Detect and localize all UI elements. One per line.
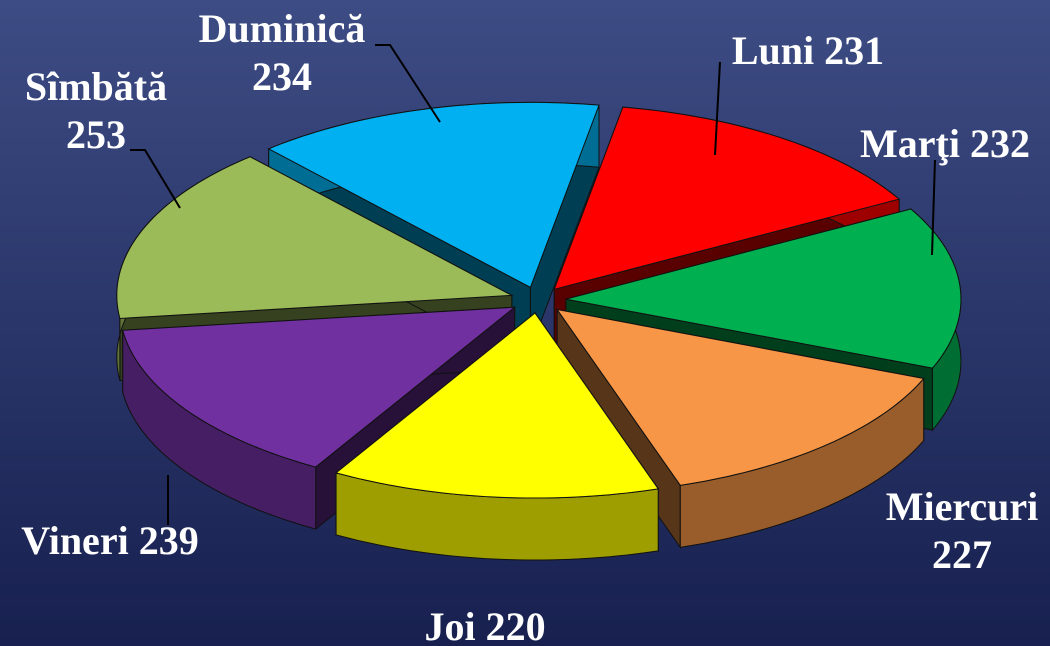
slice-label: Joi 220 [424,604,545,646]
value: 220 [486,604,546,646]
leader-line [130,149,181,209]
category: Vineri [21,518,128,563]
slice-value: 234 [252,54,312,99]
value: 231 [824,28,884,73]
slice-label: Luni 231 [732,28,884,73]
slice-label: Sîmbătă [25,64,167,109]
slice [335,312,660,499]
slice-value: 227 [932,532,992,577]
leader-line [375,44,441,123]
leader-line [714,61,721,156]
slice [116,156,514,319]
slice-label: Vineri 239 [21,518,198,563]
slice [556,308,925,486]
slice [553,106,901,291]
category: Joi [424,604,475,646]
pie [116,101,962,561]
slice [267,101,600,289]
category: Marţi [860,121,960,166]
value: 232 [970,121,1030,166]
leader-line [931,159,936,256]
leader-lines [130,44,936,525]
labels: Luni 231 Marţi 232 Miercuri 227 Joi 220 Vin… [21,6,1038,646]
category: Luni [732,28,814,73]
slice-value: 253 [66,112,126,157]
slice-label: Marţi 232 [860,121,1030,166]
value: 239 [139,518,199,563]
slice [122,306,517,468]
slice-label: Duminică [199,6,366,51]
slice-label: Miercuri [886,484,1039,529]
